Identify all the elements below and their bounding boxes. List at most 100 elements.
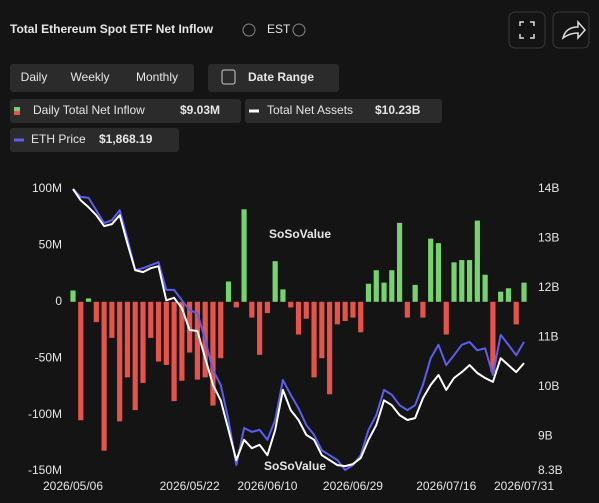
watermark: SoSoValue (264, 459, 326, 473)
legend-marker (14, 107, 20, 111)
bar (319, 301, 325, 359)
bar (85, 298, 92, 302)
legend-label: Daily Total Net Inflow (33, 103, 145, 117)
bar (373, 270, 379, 302)
legend-value: $9.03M (180, 103, 220, 117)
bar (288, 301, 294, 308)
bar (225, 281, 232, 302)
bar (451, 262, 457, 302)
bar (396, 222, 403, 302)
period-button[interactable]: Daily (21, 70, 48, 84)
bar (498, 291, 504, 302)
legend-label: ETH Price (31, 132, 86, 146)
legend-box (245, 99, 442, 123)
bar (428, 238, 434, 302)
bar (155, 301, 162, 362)
y2-tick-label: 12B (538, 280, 559, 294)
bar (194, 301, 201, 380)
y-tick-label: 50M (39, 238, 62, 252)
bar (233, 301, 239, 308)
legend-box (10, 128, 179, 152)
bar (70, 290, 76, 302)
x-tick-label: 2026/06/29 (323, 479, 383, 493)
date-range-button[interactable] (208, 64, 339, 92)
legend-label: Total Net Assets (267, 103, 353, 117)
share-button[interactable] (552, 11, 590, 49)
bar (117, 301, 123, 422)
x-tick-label: 2026/07/31 (494, 479, 554, 493)
y2-tick-label: 8.3B (538, 463, 563, 477)
bar (101, 301, 107, 451)
bar (327, 301, 333, 395)
legend-marker (14, 111, 20, 115)
chart-title: Total Ethereum Spot ETF Net Inflow (10, 22, 214, 36)
bar (342, 301, 348, 321)
period-button[interactable]: Weekly (70, 70, 109, 84)
legend-box (10, 99, 241, 123)
bar (78, 301, 84, 421)
bar (404, 301, 410, 318)
y2-tick-label: 11B (538, 330, 558, 344)
bar (412, 284, 418, 302)
bar (334, 301, 340, 325)
bar (93, 301, 99, 323)
bar (389, 270, 395, 302)
x-tick-label: 2026/07/16 (416, 479, 476, 493)
x-tick-label: 2026/05/06 (43, 479, 103, 493)
fullscreen-icon (519, 21, 535, 39)
y-tick-label: -150M (28, 463, 62, 477)
calendar-icon (221, 69, 236, 85)
date-range-label: Date Range (248, 70, 314, 84)
y2-tick-label: 13B (538, 231, 559, 245)
fullscreen-button[interactable] (508, 11, 546, 49)
line (72, 188, 525, 471)
bar (350, 301, 356, 318)
y2-tick-label: 14B (538, 181, 559, 195)
y-tick-label: -100M (28, 407, 62, 421)
bar (148, 301, 154, 338)
period-group (10, 64, 194, 92)
bar (241, 209, 247, 302)
bar (420, 301, 426, 318)
bar (466, 260, 473, 302)
bar (505, 288, 512, 302)
y2-tick-label: 9B (538, 429, 553, 443)
line (72, 188, 525, 468)
bar (257, 301, 263, 355)
bar (132, 301, 138, 411)
bar (443, 301, 449, 335)
period-button[interactable]: Monthly (136, 70, 178, 84)
bar (482, 274, 488, 302)
x-tick-label: 2026/05/22 (160, 479, 220, 493)
bar (210, 301, 216, 406)
bar (521, 282, 527, 302)
bar (109, 301, 115, 338)
y-tick-label: 100M (32, 181, 62, 195)
bar (163, 301, 169, 365)
legend-value: $10.23B (375, 103, 421, 117)
bar (381, 282, 387, 302)
y2-tick-label: 10B (538, 379, 559, 393)
bar (280, 289, 286, 302)
info-icon[interactable] (242, 23, 256, 37)
bar (490, 301, 496, 372)
bar (303, 301, 309, 319)
bar (218, 301, 224, 359)
bar (435, 243, 442, 302)
bar (365, 283, 372, 302)
bar (140, 301, 146, 384)
x-tick-label: 2026/06/10 (237, 479, 297, 493)
info-icon[interactable] (292, 23, 306, 37)
legend-value: $1,868.19 (99, 132, 153, 146)
bar (311, 301, 317, 378)
bar (249, 301, 255, 318)
share-icon (561, 20, 586, 40)
y-tick-label: -50M (35, 350, 62, 364)
bar (459, 260, 465, 302)
bar (171, 301, 177, 402)
y-tick-label: 0 (55, 294, 62, 308)
bar (179, 301, 185, 381)
watermark: SoSoValue (269, 227, 331, 241)
bar (272, 261, 278, 302)
